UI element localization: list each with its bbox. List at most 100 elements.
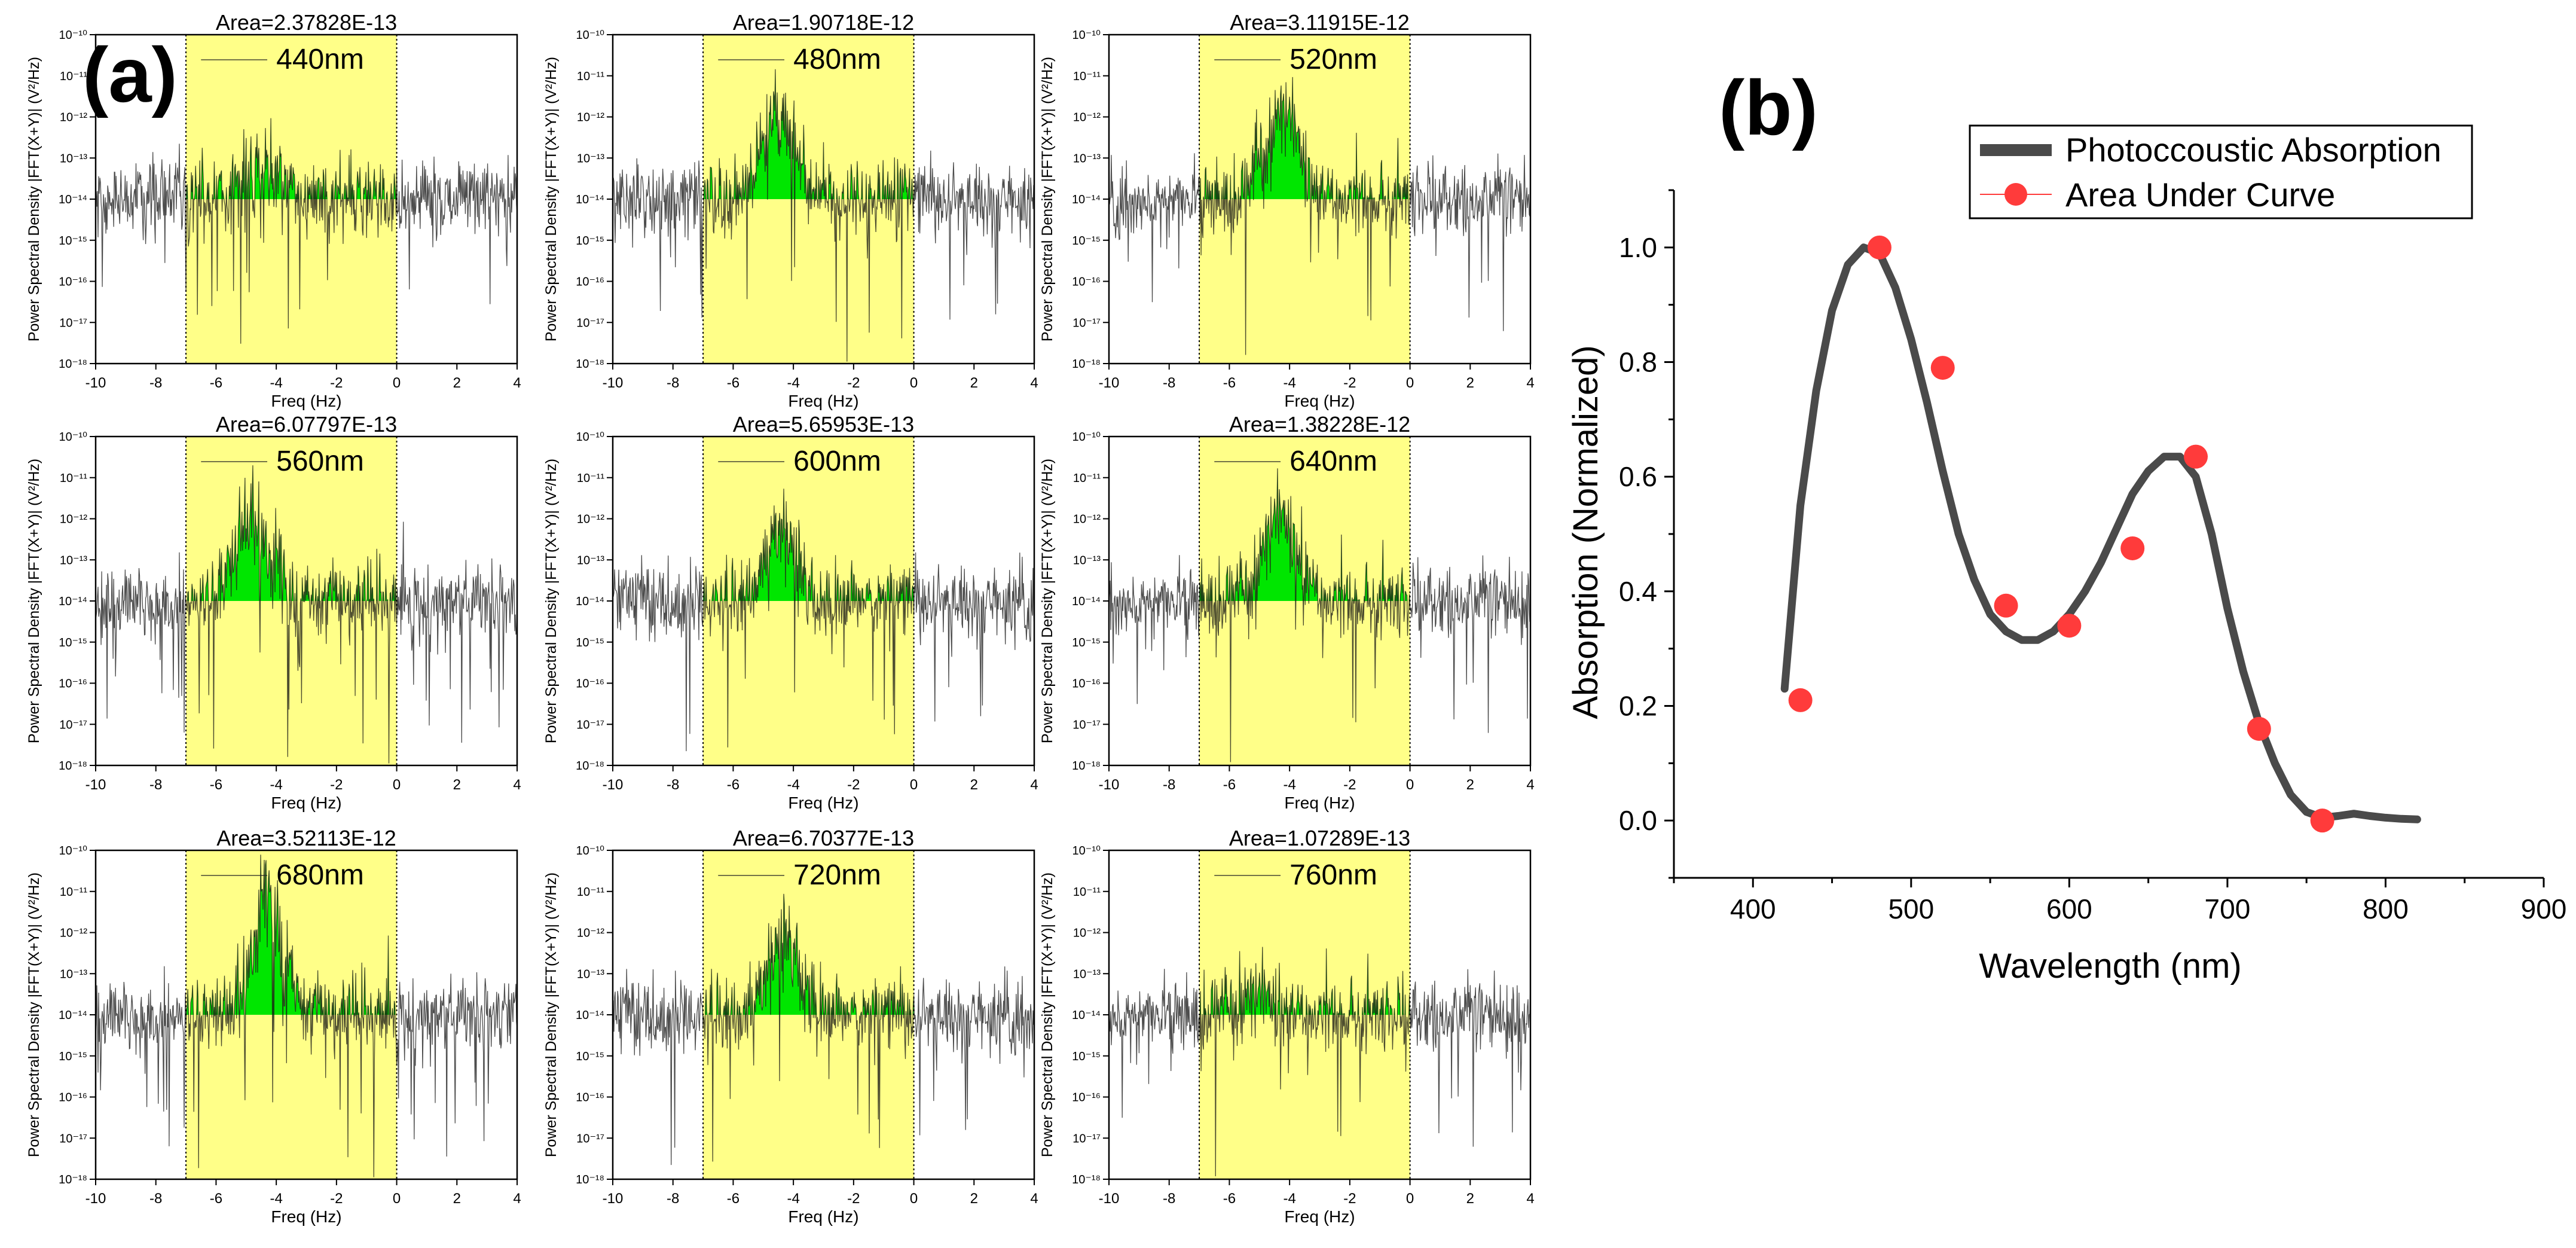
y-tick-label: 10⁻¹⁵	[576, 1050, 604, 1063]
y-tick-label: 10⁻¹³	[1073, 968, 1101, 981]
y-tick-label: 10⁻¹⁴	[1072, 193, 1101, 206]
y-tick-label: 0.6	[1619, 461, 1657, 492]
x-tick-label: -2	[330, 777, 343, 793]
x-axis-label: Freq (Hz)	[788, 392, 858, 410]
y-axis-label: Power Spectral Density |FFT(X+Y)| (V²/Hz…	[26, 459, 42, 743]
psd-trace	[613, 69, 1034, 362]
y-tick-label: 10⁻¹⁴	[59, 1009, 87, 1022]
x-tick-label: 4	[513, 1191, 521, 1207]
legend-item-absorption: Photoccoustic Absorption	[2065, 131, 2441, 169]
y-tick-label: 10⁻¹¹	[577, 472, 604, 485]
y-tick-label: 10⁻¹⁴	[576, 595, 604, 608]
area-point	[2247, 716, 2271, 741]
x-tick-label: -4	[270, 777, 282, 793]
y-tick-label: 10⁻¹¹	[60, 472, 87, 485]
subplot-title: Area=6.07797E-13	[216, 412, 397, 437]
y-tick-label: 10⁻¹²	[577, 513, 604, 526]
x-tick-label: -8	[1163, 1191, 1175, 1207]
x-tick-label: -2	[847, 375, 860, 391]
x-tick-label: -10	[1099, 1191, 1120, 1207]
y-tick-label: 10⁻¹⁶	[1072, 276, 1101, 289]
x-tick-label: 0	[393, 1191, 401, 1207]
x-tick-label: 900	[2521, 893, 2567, 924]
y-tick-label: 10⁻¹⁸	[59, 759, 87, 773]
area-point	[2120, 536, 2145, 560]
y-tick-label: 0.0	[1619, 805, 1657, 836]
y-tick-label: 10⁻¹⁰	[576, 29, 604, 42]
y-tick-label: 10⁻¹⁸	[1072, 358, 1101, 371]
x-tick-label: -8	[1163, 375, 1175, 391]
x-tick-label: 0	[910, 777, 918, 793]
x-axis-label: Freq (Hz)	[271, 392, 341, 410]
y-tick-label: 10⁻¹²	[1073, 927, 1101, 940]
y-tick-label: 10⁻¹⁵	[1072, 1050, 1101, 1063]
psd-trace	[1109, 468, 1530, 762]
y-tick-label: 10⁻¹⁸	[576, 759, 604, 773]
x-tick-label: 500	[1888, 893, 1934, 924]
y-tick-label: 10⁻¹⁷	[1072, 718, 1101, 731]
x-tick-label: 4	[1526, 777, 1534, 793]
x-tick-label: 800	[2363, 893, 2409, 924]
y-tick-label: 10⁻¹²	[1073, 111, 1101, 124]
x-tick-label: 0	[1406, 1191, 1414, 1207]
x-tick-label: 4	[1526, 1191, 1534, 1207]
y-tick-label: 0.4	[1619, 576, 1657, 607]
y-axis-label: Power Spectral Density |FFT(X+Y)| (V²/Hz…	[543, 57, 560, 341]
y-tick-label: 10⁻¹³	[60, 554, 87, 567]
y-tick-label: 10⁻¹²	[60, 927, 87, 940]
y-tick-label: 10⁻¹⁶	[1072, 678, 1101, 691]
panel-b-label: (b)	[1719, 64, 1818, 151]
x-tick-label: -10	[603, 1191, 624, 1207]
psd-trace	[613, 893, 1034, 1165]
x-tick-label: -8	[667, 1191, 679, 1207]
psd-subplot: -10 -8 -6 -4 -2 0 2 4 10⁻¹⁸ 10⁻¹⁷ 10⁻¹⁶ 10⁻¹⁵ 10⁻¹⁴ 1…	[26, 826, 521, 1226]
legend-box	[1969, 124, 2473, 219]
psd-subplot: -10 -8 -6 -4 -2 0 2 4 10⁻¹⁸ 10⁻¹⁷ 10⁻¹⁶ 10⁻¹⁵ 10⁻¹⁴ 1…	[543, 10, 1038, 410]
wavelength-legend-label: 760nm	[1289, 859, 1377, 891]
x-tick-label: -10	[603, 777, 624, 793]
y-axis-label: Power Spectral Density |FFT(X+Y)| (V²/Hz…	[1039, 459, 1056, 743]
y-axis-label: Power Spectral Density |FFT(X+Y)| (V²/Hz…	[1039, 872, 1056, 1157]
x-tick-label: -6	[1223, 1191, 1236, 1207]
x-tick-label: -2	[330, 375, 343, 391]
x-tick-label: -2	[1343, 1191, 1356, 1207]
x-tick-label: -8	[149, 777, 162, 793]
area-point	[1788, 688, 1813, 712]
y-tick-label: 10⁻¹⁰	[1072, 431, 1101, 444]
y-tick-label: 10⁻¹⁴	[59, 193, 87, 206]
y-tick-label: 10⁻¹²	[60, 111, 87, 124]
y-tick-label: 10⁻¹⁵	[1072, 234, 1101, 248]
area-point	[2184, 444, 2208, 469]
x-tick-label: -6	[727, 777, 740, 793]
x-tick-label: -2	[1343, 777, 1356, 793]
x-axis-label: Freq (Hz)	[1284, 794, 1355, 812]
x-tick-label: 2	[453, 777, 461, 793]
y-tick-label: 10⁻¹²	[577, 111, 604, 124]
x-tick-label: -8	[149, 375, 162, 391]
x-tick-label: -6	[1223, 777, 1236, 793]
y-tick-label: 10⁻¹⁷	[59, 718, 87, 731]
x-tick-label: -4	[787, 375, 799, 391]
y-tick-label: 10⁻¹⁰	[59, 844, 87, 858]
panel-a-label: (a)	[82, 31, 178, 118]
subplot-title: Area=3.52113E-12	[216, 826, 396, 850]
psd-subplot: -10 -8 -6 -4 -2 0 2 4 10⁻¹⁸ 10⁻¹⁷ 10⁻¹⁶ 10⁻¹⁵ 10⁻¹⁴ 1…	[26, 412, 521, 812]
y-tick-label: 10⁻¹⁴	[1072, 1009, 1101, 1022]
x-axis-label: Freq (Hz)	[271, 794, 341, 812]
y-tick-label: 10⁻¹³	[1073, 152, 1101, 165]
x-tick-label: 0	[393, 777, 401, 793]
psd-subplot: -10 -8 -6 -4 -2 0 2 4 10⁻¹⁸ 10⁻¹⁷ 10⁻¹⁶ 10⁻¹⁵ 10⁻¹⁴ 1…	[1039, 826, 1535, 1226]
x-tick-label: -6	[727, 1191, 740, 1207]
panel-a: -10 -8 -6 -4 -2 0 2 4 10⁻¹⁸ 10⁻¹⁷ 10⁻¹⁶ 10⁻¹⁵ 10⁻¹⁴ 1…	[26, 10, 1535, 1226]
y-tick-label: 1.0	[1619, 232, 1657, 263]
y-tick-label: 10⁻¹¹	[60, 70, 87, 83]
x-tick-label: -4	[270, 375, 282, 391]
x-tick-label: -8	[667, 375, 679, 391]
y-tick-label: 10⁻¹⁸	[1072, 759, 1101, 773]
y-tick-label: 10⁻¹³	[1073, 554, 1101, 567]
x-tick-label: 0	[393, 375, 401, 391]
subplot-title: Area=1.38228E-12	[1229, 412, 1410, 437]
x-tick-label: -2	[847, 1191, 860, 1207]
y-tick-label: 10⁻¹³	[577, 554, 604, 567]
